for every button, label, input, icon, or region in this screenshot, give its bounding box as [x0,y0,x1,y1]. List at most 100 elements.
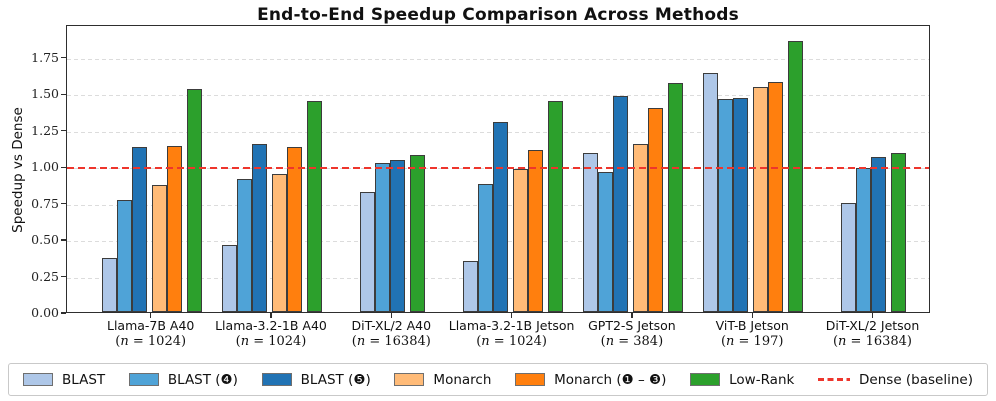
bar-blast--7 [856,167,871,312]
legend-item: Monarch (❶ – ❸) [515,372,666,388]
y-tick-mark [61,202,66,205]
legend-label: BLAST (❺) [300,371,371,388]
bar-blast--5 [597,172,613,312]
legend-item: Monarch [394,372,491,388]
y-tick-mark [61,275,66,278]
y-tick-label: 1.00 [31,159,59,175]
legend-label: Low-Rank [729,371,795,388]
legend-item-dense: Dense (baseline) [818,372,973,388]
bar-blast-1 [101,258,117,312]
bar-monarch-2 [272,173,287,312]
dense-baseline-line [67,167,929,170]
legend-item: Low-Rank [690,372,794,388]
y-tick-label: 1.25 [31,122,59,138]
x-category-name: Llama-3.2-1B Jetson [448,318,575,333]
bar-blast-4 [462,261,478,312]
x-category-label: DiT-XL/2 A40 (n = 16384) [301,318,481,351]
x-category-n: (n = 1024) [115,334,187,350]
legend-swatch [515,373,546,386]
bar-blast--1 [116,199,132,312]
bar-monarch-1 [151,185,167,312]
x-tick-mark [150,313,152,318]
y-tick-mark [61,57,66,59]
y-tick-label: 1.50 [31,86,59,102]
x-tick-mark [510,313,513,318]
x-category-label: Llama-3.2-1B Jetson (n = 1024) [422,318,602,351]
bar-blast-2 [222,244,237,312]
legend-swatch [128,373,159,386]
legend-label: BLAST (❹) [167,371,238,388]
x-category-n: (n = 1024) [235,334,307,350]
bar-blast-7 [841,202,856,312]
gridline [67,95,929,97]
y-tick-mark [61,130,66,132]
y-tick-mark [61,93,66,95]
y-tick-mark [61,166,66,168]
y-tick-mark [61,312,66,314]
x-category-name: DiT-XL/2 Jetson [825,318,920,333]
y-tick-label: 0.50 [31,232,59,248]
x-category-name: Llama-7B A40 [106,318,195,333]
bar-low-rank-5 [667,83,683,312]
x-category-n: (n = 16384) [351,334,431,350]
y-tick-label: 0.75 [31,195,59,211]
bar-monarch--5 [647,107,663,312]
bar-blast--5 [612,96,628,312]
chart-title: End-to-End Speedup Comparison Across Met… [257,5,739,25]
x-category-label: GPT2-S Jetson (n = 384) [542,318,722,351]
bar-low-rank-2 [307,100,322,312]
x-tick-mark [751,313,753,318]
bar-monarch--1 [166,145,182,312]
bar-low-rank-6 [788,40,804,312]
bar-blast--3 [389,160,405,312]
x-category-name: GPT2-S Jetson [588,318,676,333]
legend-label: BLAST [62,371,106,388]
x-category-label: DiT-XL/2 Jetson (n = 16384) [783,318,963,351]
legend-label: Monarch [433,371,492,388]
bar-blast-6 [703,72,719,312]
x-tick-mark [390,313,392,318]
x-category-n: (n = 16384) [832,334,913,350]
bar-blast--3 [374,163,390,312]
bar-low-rank-7 [891,153,906,312]
gridline [67,58,929,60]
bar-blast--2 [252,144,267,312]
legend-item: BLAST (❺) [261,371,371,388]
dense-dash-icon [818,378,851,381]
bar-blast--4 [492,122,508,312]
bar-low-rank-3 [409,154,425,312]
legend-swatch [23,373,53,386]
x-category-n: (n = 1024) [476,334,547,350]
bar-blast--6 [718,99,734,312]
y-tick-mark [61,239,66,241]
x-category-n: (n = 384) [600,334,664,350]
x-category-label: Llama-3.2-1B A40 (n = 1024) [181,318,361,351]
y-tick-label: 0.00 [31,305,59,320]
legend: BLAST BLAST (❹) BLAST (❺) Monarch Monarch (❶… [8,363,988,396]
legend-swatch [394,373,425,386]
x-tick-mark [871,313,874,318]
bar-blast-5 [582,153,598,312]
legend-swatch [261,373,292,386]
bar-low-rank-4 [547,100,563,312]
x-tick-mark [270,313,272,318]
bar-blast--6 [733,97,749,312]
x-tick-mark [631,313,633,318]
x-category-label: Llama-7B A40 (n = 1024) [61,318,241,351]
bar-monarch--4 [527,150,543,312]
bar-monarch-6 [753,87,769,312]
y-tick-label: 0.25 [31,268,59,284]
bar-monarch--2 [287,147,302,312]
bar-blast--2 [237,179,252,312]
bar-blast--1 [131,147,147,312]
bar-monarch-5 [632,144,648,312]
bar-blast--4 [477,183,493,312]
bar-monarch-4 [512,169,528,312]
legend-label: Dense (baseline) [859,371,973,388]
legend-swatch [690,373,721,386]
bar-blast--7 [871,157,886,312]
legend-label: Monarch (❶ – ❸) [554,371,667,388]
x-category-name: Llama-3.2-1B A40 [215,318,327,333]
bar-monarch--6 [768,81,784,312]
